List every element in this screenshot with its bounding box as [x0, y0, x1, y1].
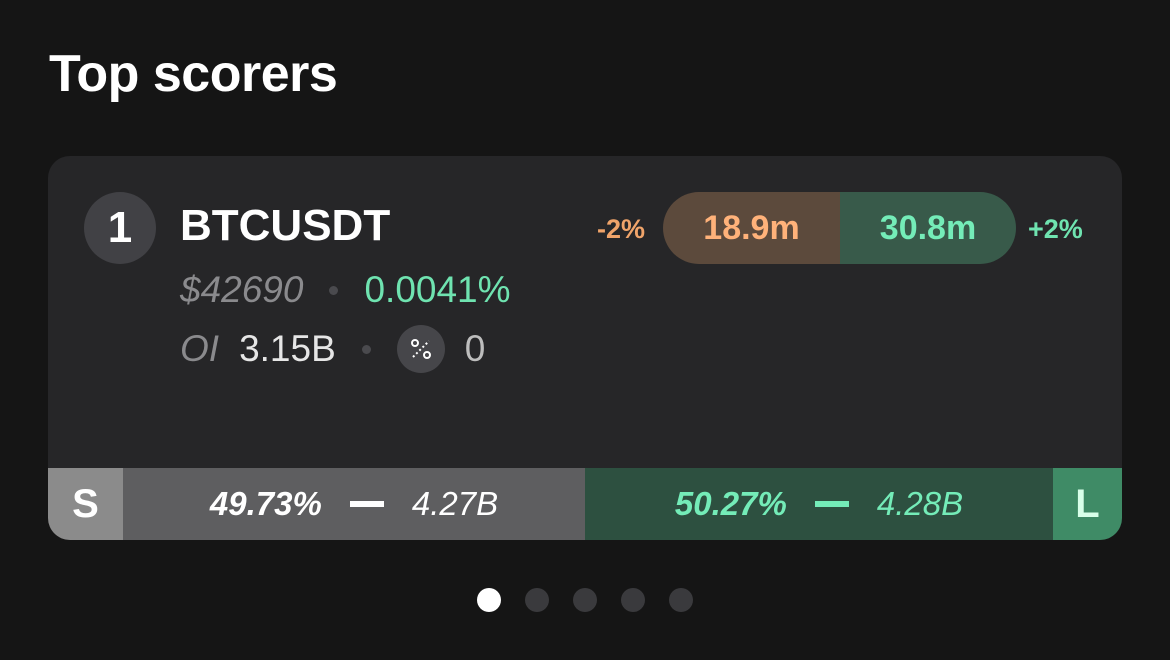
dash-separator [349, 501, 384, 507]
page-indicator [477, 588, 693, 612]
oi-value: 3.15B [239, 328, 336, 369]
long-percent: 50.27% [674, 485, 787, 522]
separator-dot [361, 344, 371, 354]
sell-volume: 18.9m [663, 192, 840, 264]
rank-badge: 1 [84, 192, 156, 264]
pager-dot-5[interactable] [669, 588, 693, 612]
oi-label: OI [180, 328, 220, 369]
buy-volume: 30.8m [840, 192, 1016, 264]
percent-count: 0 [464, 328, 486, 369]
percent-badge-icon [396, 325, 445, 373]
short-segment: 49.73% 4.27B [123, 468, 585, 540]
price-value: $42690 [180, 269, 304, 310]
short-tag: S [48, 468, 123, 540]
top-scorer-card[interactable]: 1 BTCUSDT $42690 0.0041% OI 3.15B 0 -2% … [48, 156, 1122, 540]
pager-dot-4[interactable] [621, 588, 645, 612]
long-short-bar: S 49.73% 4.27B 50.27% 4.28B L [48, 468, 1122, 540]
pager-dot-1[interactable] [477, 588, 501, 612]
long-value: 4.28B [876, 485, 964, 522]
price-row: $42690 0.0041% [180, 268, 511, 312]
funding-rate: 0.0041% [364, 269, 511, 310]
dash-separator [814, 501, 849, 507]
sell-delta: -2% [597, 214, 646, 244]
short-percent: 49.73% [209, 485, 322, 522]
separator-dot [329, 285, 339, 295]
buy-delta: +2% [1028, 214, 1083, 244]
page-title: Top scorers [49, 45, 338, 103]
long-segment: 50.27% 4.28B [585, 468, 1053, 540]
open-interest-row: OI 3.15B 0 [180, 324, 485, 374]
pager-dot-3[interactable] [573, 588, 597, 612]
pager-dot-2[interactable] [525, 588, 549, 612]
short-value: 4.27B [411, 485, 499, 522]
volume-pill: 18.9m 30.8m [663, 192, 1016, 264]
long-tag: L [1053, 468, 1122, 540]
symbol-label: BTCUSDT [180, 201, 391, 250]
